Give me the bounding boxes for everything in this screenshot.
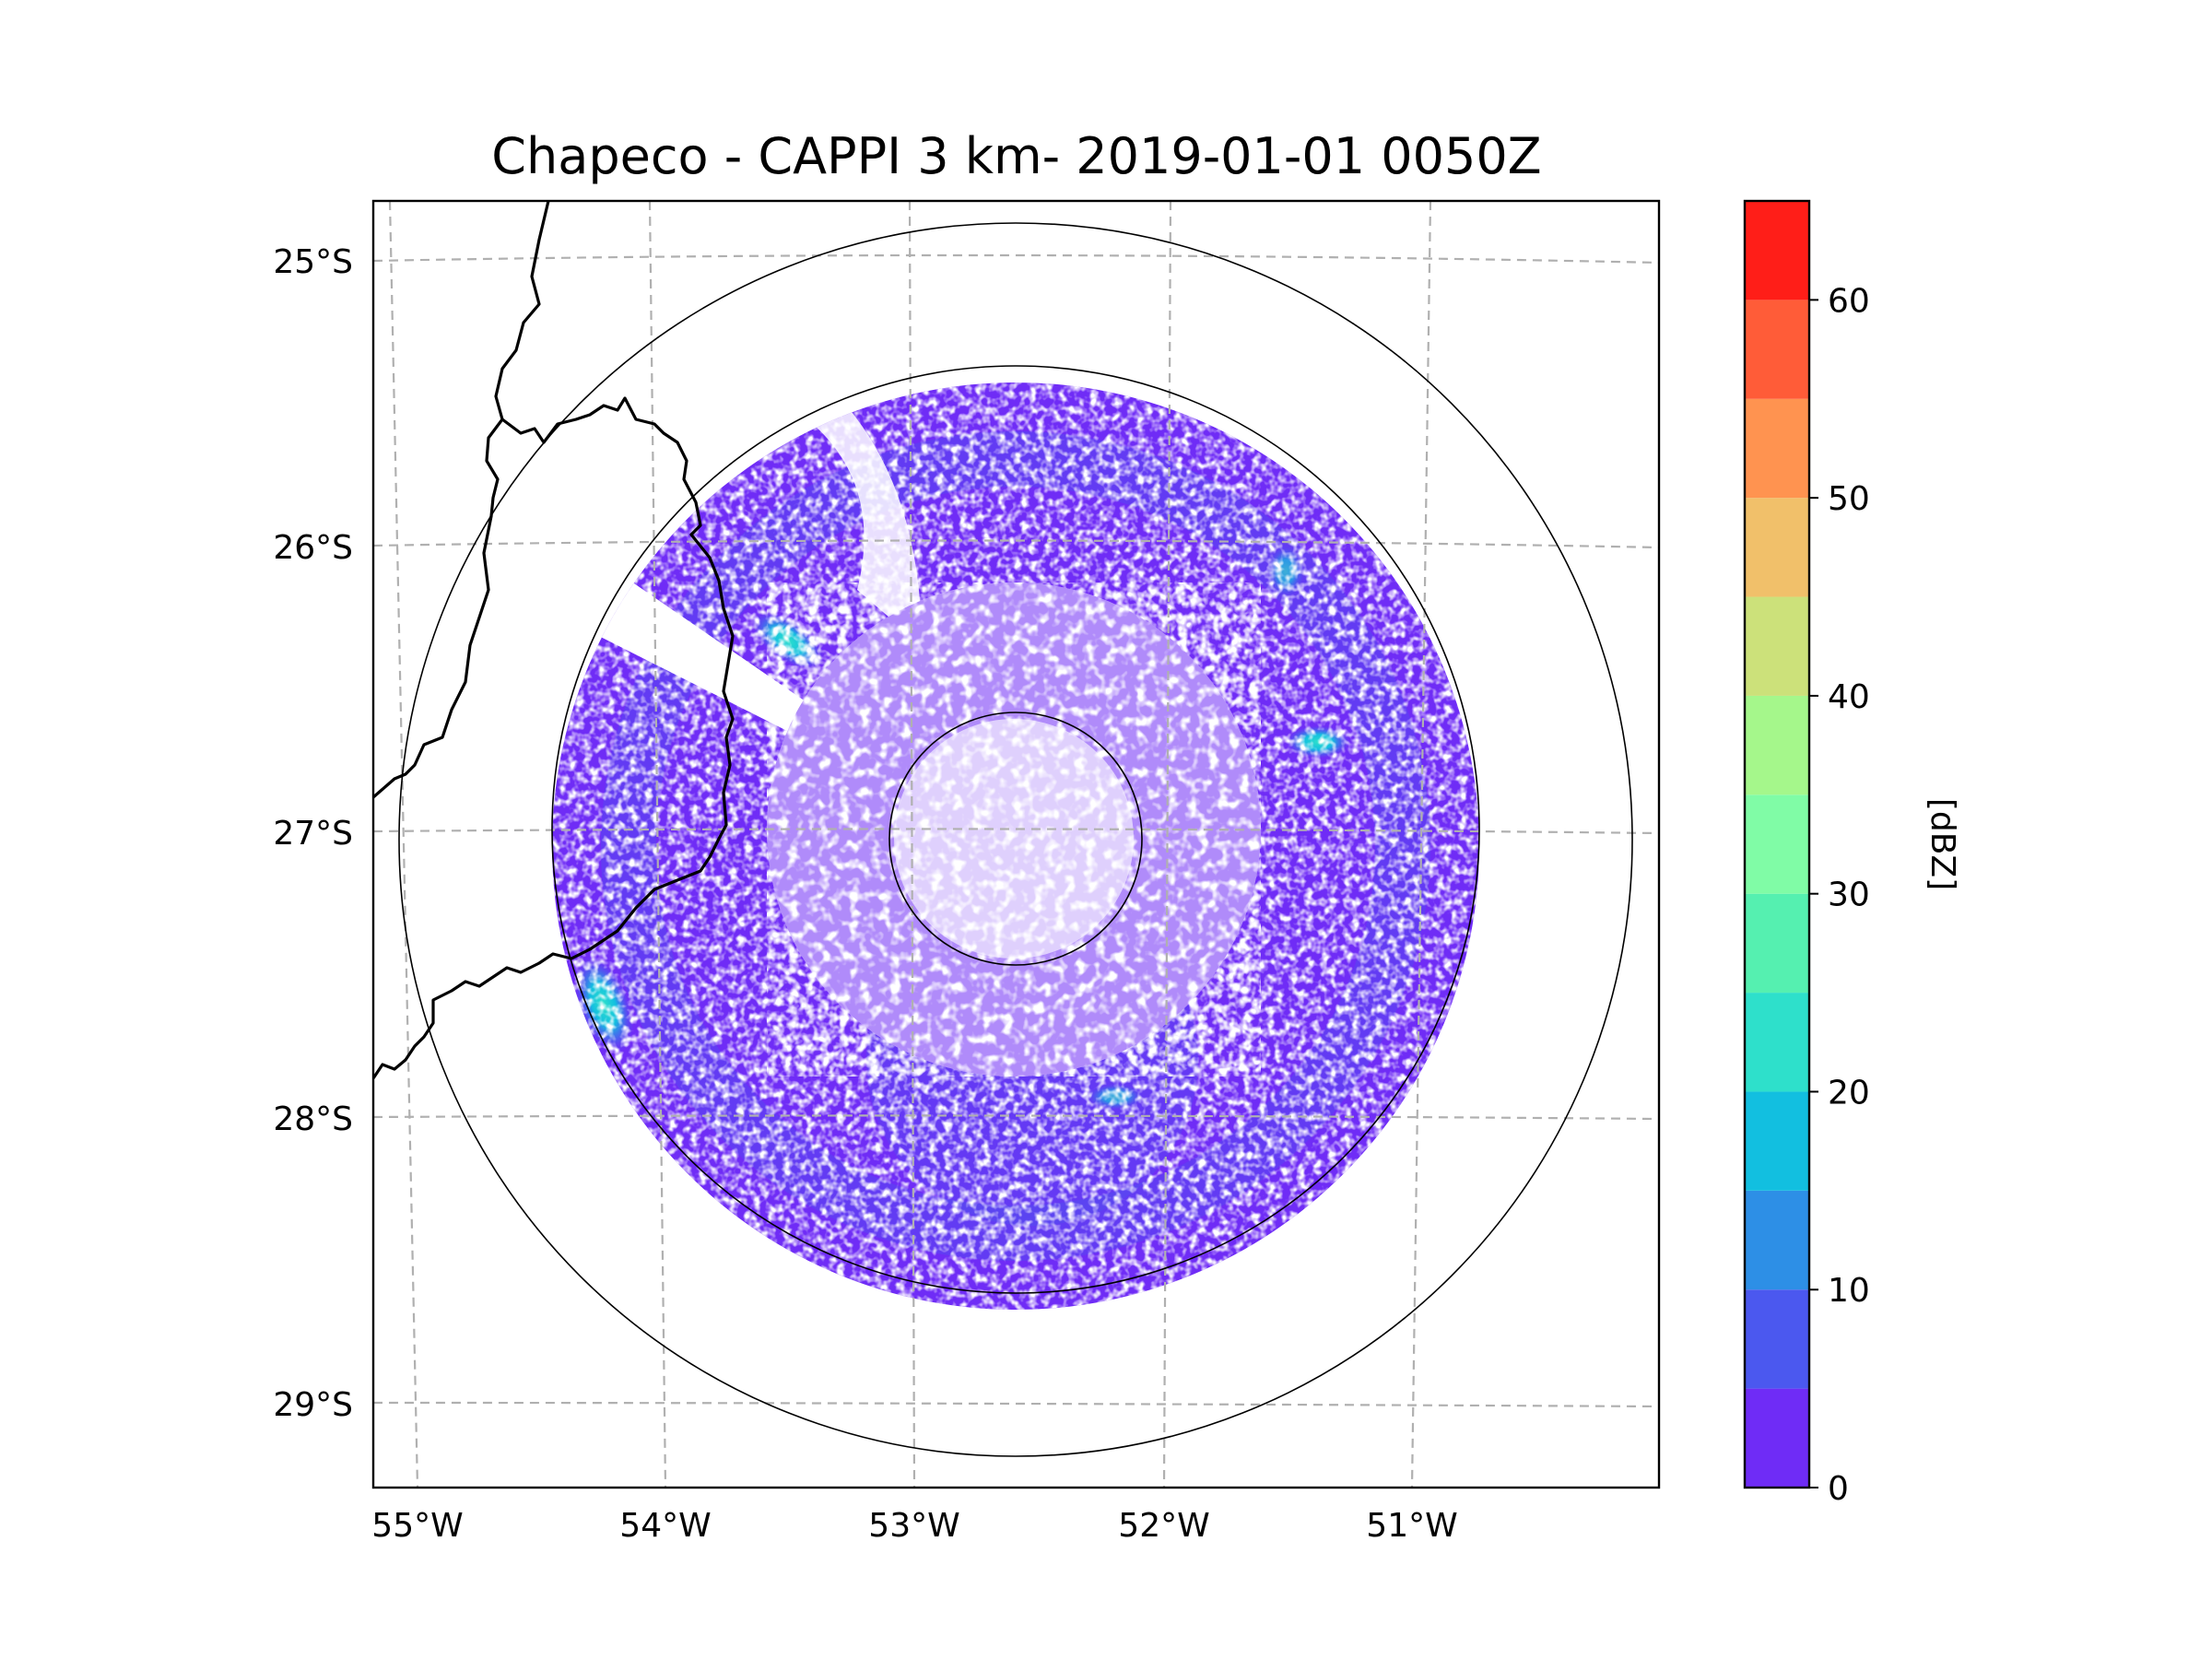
colorbar-segment bbox=[1745, 993, 1809, 1092]
lat-label: 26°S bbox=[273, 529, 353, 567]
colorbar-segment bbox=[1745, 1091, 1809, 1191]
colorbar-tick-label: 40 bbox=[1828, 678, 1870, 716]
colorbar-segment bbox=[1745, 893, 1809, 994]
colorbar-tick-label: 20 bbox=[1828, 1074, 1870, 1112]
latitude-labels: 25°S 26°S 27°S 28°S 29°S bbox=[273, 243, 353, 1424]
lat-label: 28°S bbox=[273, 1100, 353, 1138]
colorbar-label: [dBZ] bbox=[1924, 798, 1961, 890]
map-panel bbox=[373, 201, 1659, 1488]
colorbar: 0 10 20 30 40 50 60 [dBZ] bbox=[1743, 199, 1961, 1508]
colorbar-segment bbox=[1745, 1289, 1809, 1389]
lon-label: 52°W bbox=[1118, 1507, 1209, 1545]
colorbar-segment bbox=[1745, 596, 1809, 696]
reflectivity-field bbox=[552, 382, 1479, 1310]
colorbar-ticks: 0 10 20 30 40 50 60 bbox=[1809, 282, 1870, 1508]
colorbar-frame bbox=[1743, 199, 1811, 1489]
colorbar-segment bbox=[1745, 398, 1809, 499]
colorbar-segment bbox=[1745, 1388, 1809, 1488]
lon-label: 54°W bbox=[619, 1507, 711, 1545]
lon-label: 53°W bbox=[868, 1507, 959, 1545]
lat-label: 27°S bbox=[273, 815, 353, 853]
graticule bbox=[373, 201, 1659, 1488]
colorbar-tick-label: 50 bbox=[1828, 480, 1870, 518]
lon-label: 55°W bbox=[371, 1507, 463, 1545]
colorbar-segments bbox=[1745, 201, 1809, 1488]
longitude-labels: 55°W 54°W 53°W 52°W 51°W bbox=[371, 1507, 1457, 1545]
map-frame bbox=[371, 199, 1661, 1489]
colorbar-segment bbox=[1745, 695, 1809, 795]
colorbar-segment bbox=[1745, 1190, 1809, 1290]
colorbar-segment bbox=[1745, 300, 1809, 399]
border-lines bbox=[373, 201, 735, 1079]
colorbar-segment bbox=[1745, 794, 1809, 894]
chart-title: Chapeco - CAPPI 3 km- 2019-01-01 0050Z bbox=[491, 127, 1541, 185]
colorbar-segment bbox=[1745, 201, 1809, 300]
lat-label: 29°S bbox=[273, 1386, 353, 1424]
lon-label: 51°W bbox=[1366, 1507, 1457, 1545]
colorbar-tick-label: 10 bbox=[1828, 1272, 1870, 1310]
lat-label: 25°S bbox=[273, 243, 353, 281]
colorbar-segment bbox=[1745, 498, 1809, 597]
colorbar-tick-label: 30 bbox=[1828, 877, 1870, 914]
range-rings bbox=[398, 222, 1633, 1457]
colorbar-tick-label: 60 bbox=[1828, 282, 1870, 320]
colorbar-tick-label: 0 bbox=[1828, 1470, 1849, 1508]
